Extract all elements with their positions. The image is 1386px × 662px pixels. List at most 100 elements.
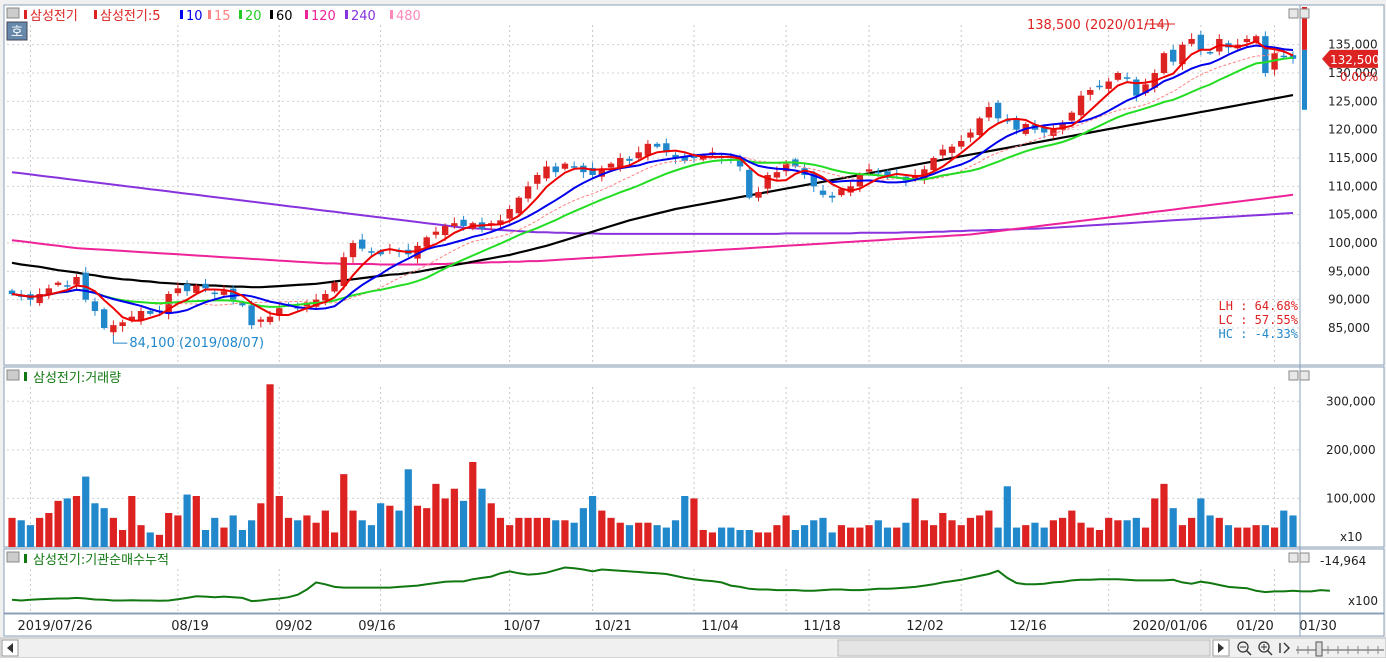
move-end-icon[interactable] — [1279, 642, 1290, 654]
ho-button[interactable] — [6, 21, 28, 41]
date-label: 09/02 — [275, 619, 312, 634]
price-tick-label: 110,000 — [1328, 179, 1378, 193]
volume-bar — [201, 530, 210, 547]
candle — [948, 146, 956, 153]
volume-bar — [588, 496, 597, 547]
panel-menu-icon[interactable] — [6, 369, 20, 381]
volume-bar — [1151, 498, 1159, 547]
candle — [672, 154, 679, 158]
candle — [1087, 90, 1094, 95]
volume-bar — [893, 527, 901, 547]
candle — [617, 158, 624, 168]
candle — [119, 322, 126, 327]
volume-bar — [506, 525, 514, 547]
candle — [137, 311, 145, 321]
candle — [985, 107, 993, 118]
candle — [368, 251, 375, 253]
candle — [847, 186, 854, 193]
volume-bar — [662, 527, 670, 547]
candle — [764, 175, 771, 189]
candle — [91, 301, 99, 311]
volume-bar — [72, 496, 81, 547]
zoom-out-icon-handle — [1246, 650, 1252, 656]
volume-bar — [865, 525, 873, 547]
candle — [128, 316, 136, 320]
legend-ma-10: 10 — [186, 9, 203, 24]
candle — [746, 169, 753, 198]
panel-close-button[interactable] — [1299, 8, 1310, 19]
candle — [1142, 84, 1149, 94]
volume-bar — [459, 500, 468, 547]
candle — [340, 257, 347, 287]
volume-bar — [791, 530, 799, 547]
candle — [801, 168, 808, 175]
candle — [1188, 39, 1195, 44]
volume-bar — [17, 520, 25, 547]
candle — [441, 226, 449, 236]
zoom-out-icon-lens — [1237, 641, 1249, 653]
volume-bar — [1243, 527, 1251, 547]
volume-bar — [828, 532, 836, 547]
volume-tick-label: 300,000 — [1326, 394, 1376, 408]
zoom-out-icon[interactable] — [1237, 641, 1252, 656]
zoom-slider-handle[interactable] — [1315, 641, 1323, 657]
volume-bar — [432, 483, 440, 547]
candle — [174, 288, 182, 294]
volume-bar — [976, 515, 984, 547]
candle — [73, 277, 80, 285]
candle — [875, 171, 882, 174]
candle — [644, 143, 652, 156]
volume-bar — [542, 517, 551, 547]
candle — [8, 290, 16, 294]
volume-bar — [902, 522, 910, 547]
panel-menu-icon[interactable] — [6, 7, 20, 19]
panel-close-button[interactable] — [1299, 370, 1310, 381]
volume-bar — [109, 517, 117, 547]
legend-swatch — [305, 10, 308, 19]
legend-ma-60: 60 — [276, 9, 293, 24]
zoom-in-icon[interactable] — [1258, 641, 1273, 656]
volume-bar — [1169, 508, 1177, 547]
candle — [349, 243, 357, 258]
volume-bar — [570, 522, 578, 547]
legend-swatch — [24, 372, 27, 381]
volume-bar — [1197, 498, 1205, 547]
panel-minimize-button[interactable] — [1288, 552, 1299, 563]
candle — [1197, 34, 1205, 51]
volume-bar — [45, 513, 53, 547]
panel-menu-icon[interactable] — [6, 551, 20, 563]
date-label: 2020/01/06 — [1133, 619, 1208, 634]
candle — [110, 325, 117, 333]
legend-ma-120: 120 — [311, 9, 336, 24]
candle — [838, 189, 845, 196]
volume-bar — [303, 515, 311, 547]
volume-bar — [957, 525, 965, 547]
volume-bar — [1234, 527, 1242, 547]
panel-minimize-button[interactable] — [1288, 8, 1299, 19]
candle — [1179, 44, 1186, 65]
volume-bar — [63, 498, 71, 547]
legend-swatch — [94, 10, 97, 19]
candle — [773, 172, 781, 178]
panel-close-button[interactable] — [1299, 552, 1310, 563]
date-label: 01/30 — [1299, 619, 1336, 634]
volume-bar — [312, 522, 320, 547]
volume-bar — [1095, 530, 1104, 547]
scroll-thumb[interactable] — [837, 639, 1211, 657]
volume-bar — [1224, 525, 1233, 547]
volume-bar — [773, 525, 781, 547]
candle — [377, 250, 384, 255]
candle — [782, 163, 790, 172]
high-annotation: 138,500 (2020/01/14) — [1027, 18, 1170, 33]
panel-minimize-button[interactable] — [1288, 370, 1299, 381]
volume-bar — [671, 520, 680, 547]
volume-bar — [100, 508, 108, 547]
candle — [451, 223, 458, 226]
volume-bar — [211, 517, 219, 547]
volume-bar — [1086, 527, 1094, 547]
volume-bar — [754, 532, 763, 547]
volume-bar — [36, 517, 44, 547]
candle — [1169, 49, 1177, 62]
legend-ma-240: 240 — [351, 9, 376, 24]
